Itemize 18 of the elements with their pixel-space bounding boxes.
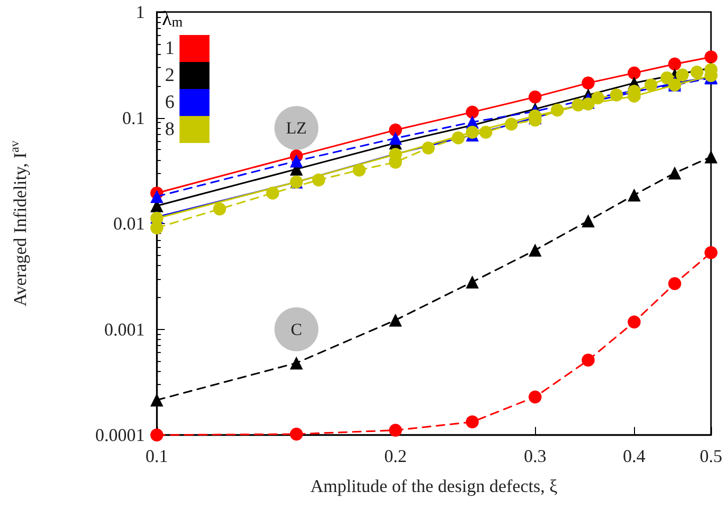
x-tick-label: 0.5 xyxy=(700,446,722,466)
y-tick-label: 1 xyxy=(136,2,145,22)
y-tick-label: 0.001 xyxy=(104,319,145,340)
legend-label: 1 xyxy=(165,38,174,59)
x-tick-label: 0.2 xyxy=(384,446,407,466)
y-axis-title: Averaged Infidelity, Iav xyxy=(8,140,30,306)
x-tick-label: 0.3 xyxy=(524,446,546,466)
annotation: C xyxy=(290,320,302,339)
x-tick-label: 0.4 xyxy=(622,446,646,466)
legend-label: 6 xyxy=(165,92,174,113)
y-tick-label: 0.0001 xyxy=(95,425,145,445)
y-tick-label: 0.1 xyxy=(122,108,145,128)
legend-label: 2 xyxy=(165,65,174,86)
x-axis-title: Amplitude of the design defects, ξ xyxy=(310,476,558,496)
y-tick-label: 0.01 xyxy=(113,214,145,234)
x-tick-label: 0.1 xyxy=(146,446,168,466)
annotation: LZ xyxy=(286,118,307,138)
legend-label: 8 xyxy=(165,119,174,140)
